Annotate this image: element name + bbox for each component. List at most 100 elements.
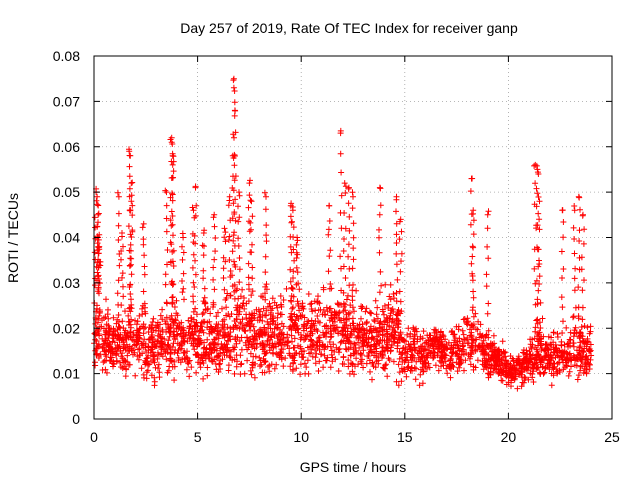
data-point <box>455 326 462 333</box>
data-point <box>369 376 375 383</box>
data-point <box>187 334 194 341</box>
data-point <box>307 336 314 343</box>
data-point <box>164 247 171 253</box>
data-point <box>208 350 215 357</box>
x-tick-label: 15 <box>397 429 413 445</box>
data-point <box>287 213 294 220</box>
data-point <box>245 260 252 267</box>
peak-point <box>226 193 233 200</box>
peak-point <box>128 180 135 187</box>
data-point <box>508 365 515 372</box>
data-point <box>273 302 280 309</box>
data-point <box>386 293 393 300</box>
data-point <box>523 363 530 370</box>
data-point <box>242 328 249 335</box>
data-point <box>398 250 405 257</box>
data-point <box>230 187 237 194</box>
data-point <box>470 244 477 251</box>
data-point <box>129 202 136 209</box>
data-point <box>226 233 233 240</box>
data-point <box>319 342 326 349</box>
data-point <box>190 251 197 258</box>
data-point <box>300 325 307 331</box>
data-point <box>214 353 220 360</box>
data-point <box>575 284 582 291</box>
data-point <box>192 328 199 335</box>
data-point <box>560 366 567 373</box>
data-point <box>237 371 244 378</box>
data-point <box>288 249 295 256</box>
y-tick-label: 0.07 <box>53 93 80 109</box>
data-point <box>158 338 165 345</box>
data-point <box>222 238 229 245</box>
data-point <box>138 365 145 372</box>
data-point <box>96 307 103 313</box>
data-point <box>259 317 266 324</box>
data-point <box>278 320 285 327</box>
data-point <box>477 344 484 351</box>
data-point <box>560 318 566 325</box>
data-point <box>142 310 149 317</box>
data-point <box>244 357 251 364</box>
data-point <box>470 337 477 344</box>
data-point <box>190 308 197 315</box>
data-point <box>305 370 312 377</box>
data-point <box>528 355 534 362</box>
data-point <box>365 339 372 346</box>
data-point <box>260 342 267 349</box>
data-point <box>413 325 419 332</box>
data-point <box>92 336 99 343</box>
data-point <box>338 192 345 199</box>
data-point <box>299 300 306 307</box>
data-point <box>348 332 355 338</box>
data-point <box>177 359 184 366</box>
data-point <box>270 313 277 320</box>
data-point <box>163 320 169 327</box>
data-point <box>407 333 414 340</box>
data-point <box>498 356 505 363</box>
data-point <box>483 332 490 339</box>
data-point <box>141 252 148 259</box>
data-point <box>563 349 570 356</box>
data-point <box>154 319 161 326</box>
data-point <box>426 364 433 371</box>
data-point <box>269 340 276 347</box>
data-point <box>474 326 481 333</box>
data-point <box>269 295 276 302</box>
data-point <box>237 352 244 359</box>
data-point <box>132 372 139 379</box>
data-point <box>235 203 241 210</box>
peak-point <box>534 166 541 173</box>
data-point <box>249 359 256 366</box>
data-point <box>533 203 540 210</box>
data-point <box>289 338 295 345</box>
data-point <box>572 265 579 272</box>
data-point <box>355 325 361 332</box>
peak-point <box>128 198 135 205</box>
data-point <box>410 335 417 342</box>
data-point <box>587 323 594 330</box>
data-point <box>213 321 220 328</box>
data-point <box>192 271 199 278</box>
data-point <box>516 371 522 378</box>
data-point <box>378 282 385 289</box>
data-point <box>110 325 117 332</box>
data-point <box>247 197 254 204</box>
data-point <box>269 318 276 325</box>
data-point <box>417 336 424 343</box>
data-point <box>550 329 557 336</box>
data-point <box>135 356 142 363</box>
data-point <box>287 363 294 370</box>
data-point <box>535 246 542 253</box>
data-point <box>440 333 447 340</box>
data-point <box>120 243 126 250</box>
data-point <box>495 368 501 375</box>
data-point <box>235 243 242 249</box>
data-point <box>373 348 380 355</box>
data-point <box>267 309 274 316</box>
data-point <box>288 332 295 339</box>
data-point <box>122 358 129 365</box>
data-point <box>450 331 457 338</box>
y-tick-label: 0.06 <box>53 139 80 155</box>
data-point <box>353 355 360 362</box>
